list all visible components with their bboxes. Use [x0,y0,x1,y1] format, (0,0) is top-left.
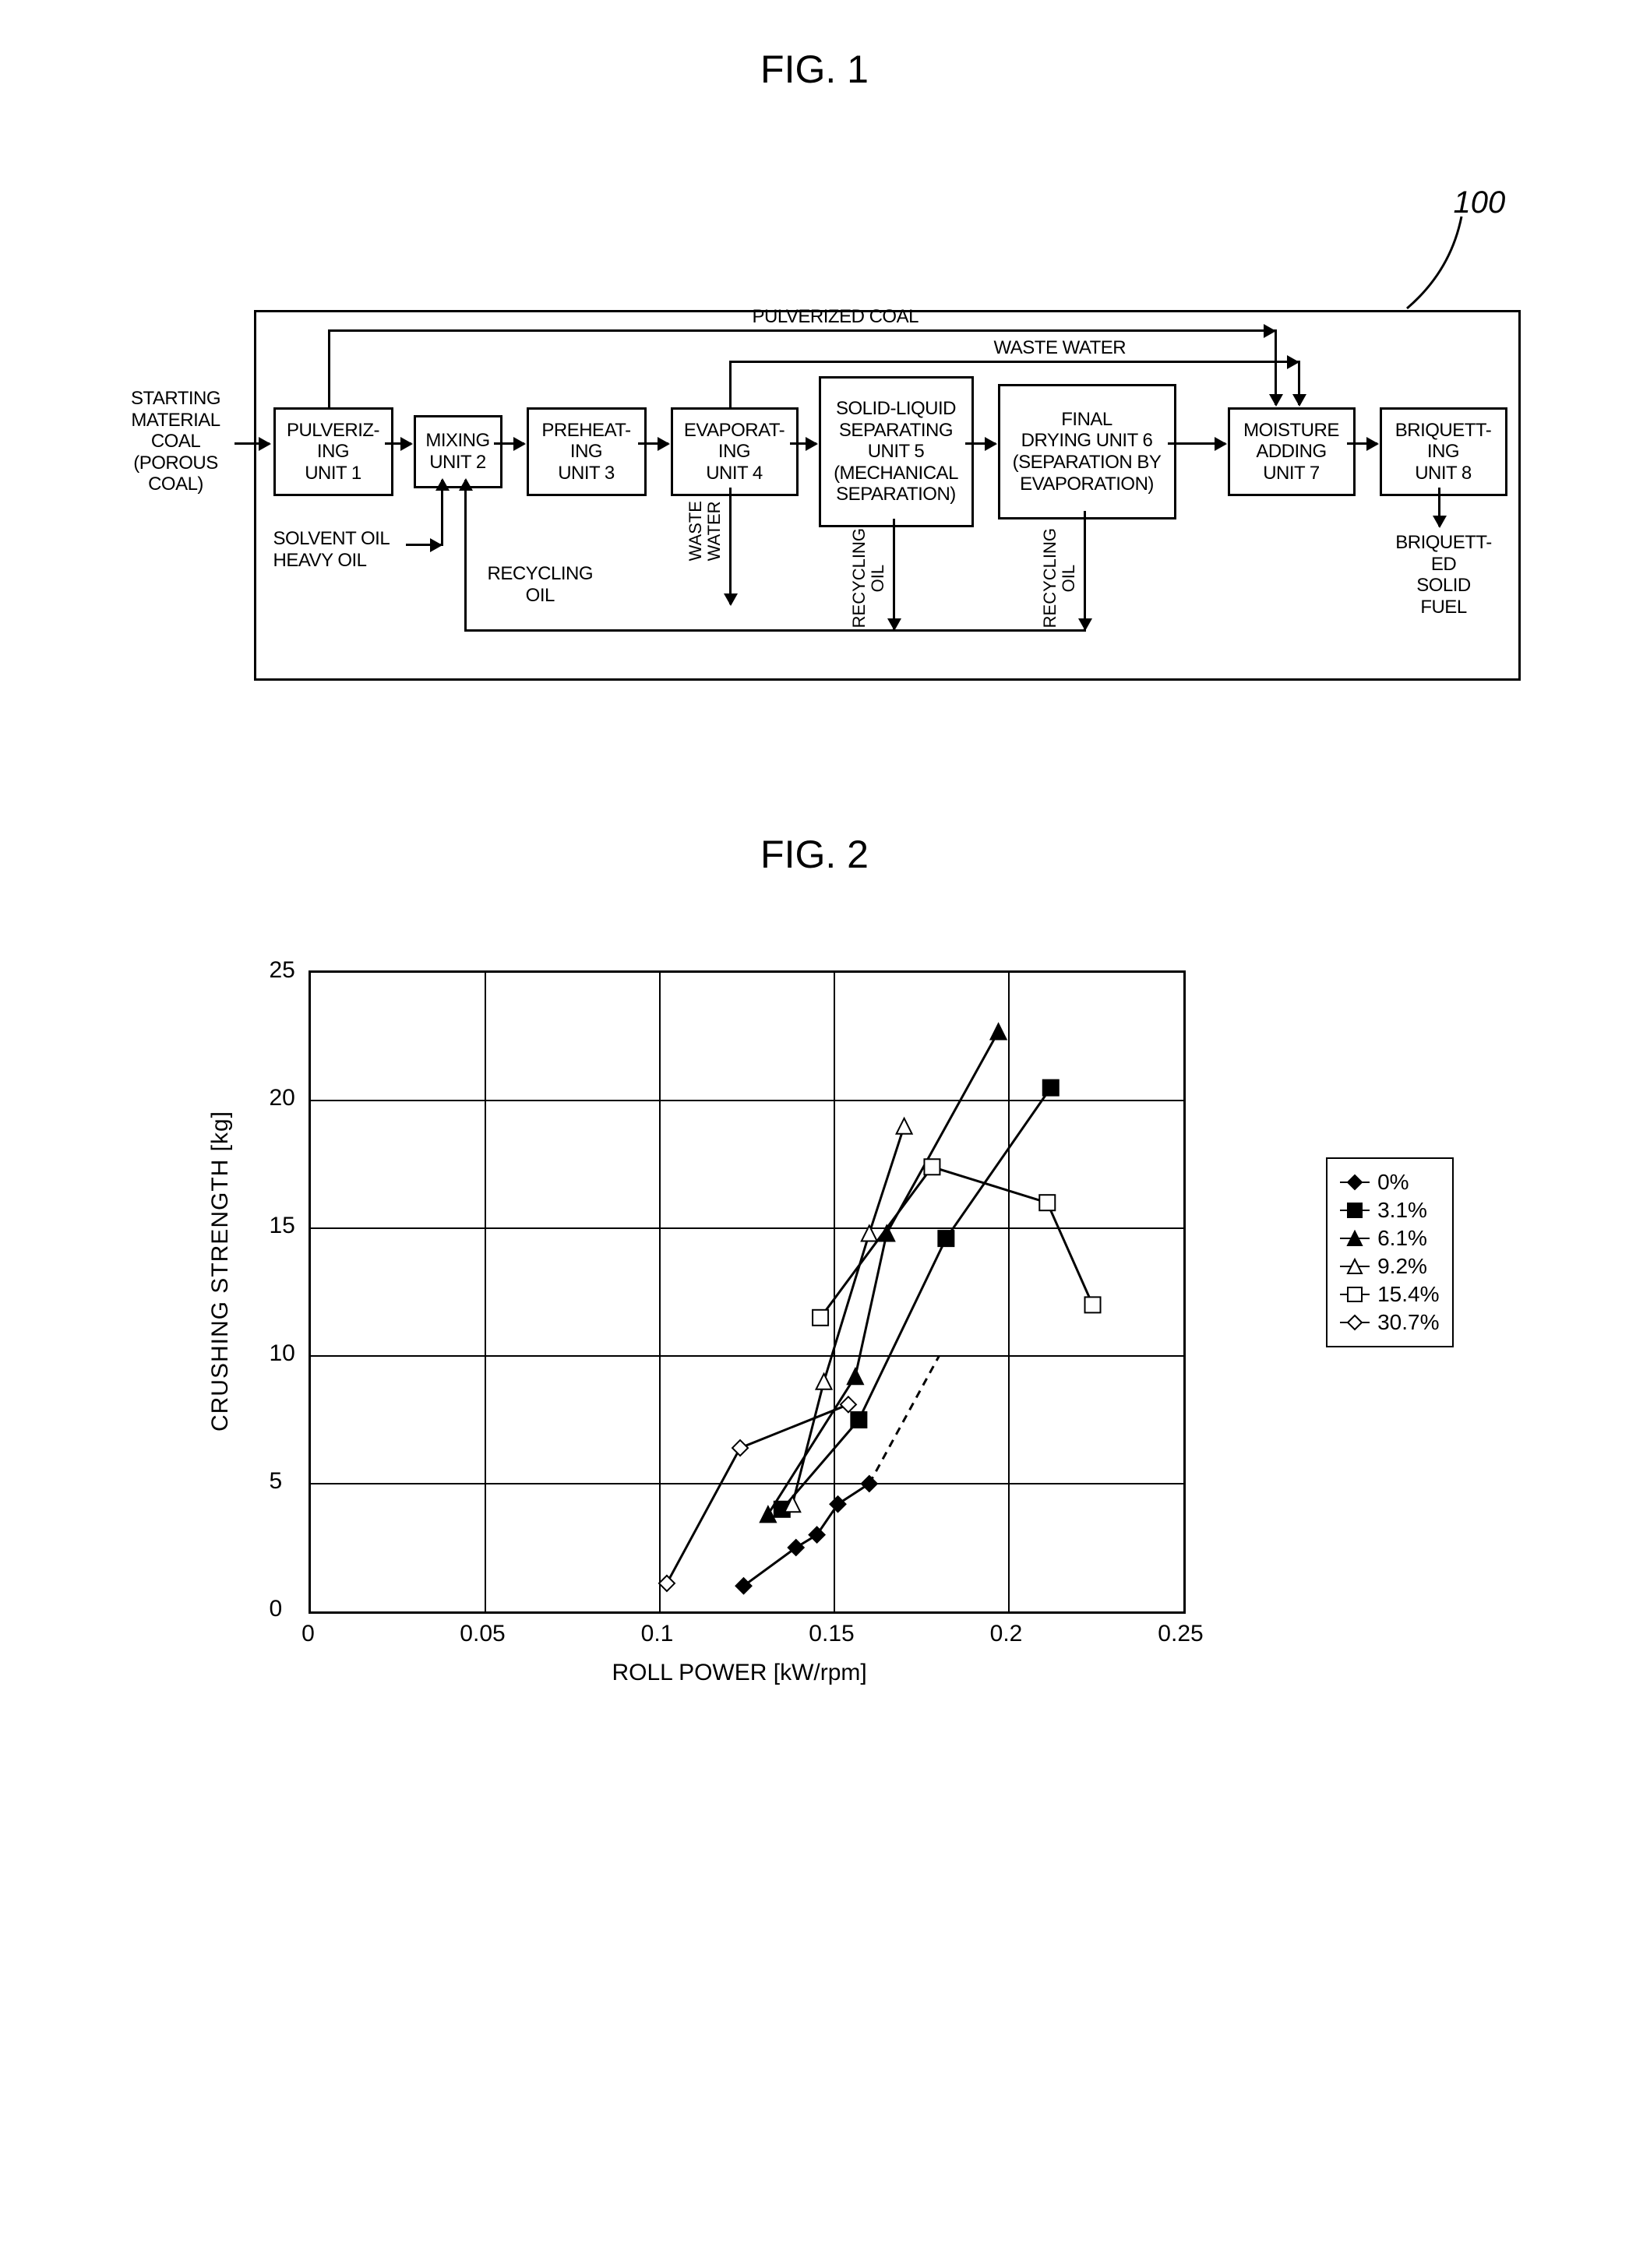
label-waste-water-v: WASTEWATER [686,501,724,561]
arrow-roil-dry-tip [1084,610,1086,629]
fig2-chart: CRUSHING STRENGTH [kg] ROLL POWER [kW/rp… [114,924,1516,1780]
legend-label: 3.1% [1377,1198,1427,1223]
fig2-ytick: 25 [270,957,636,984]
arrow-roil-mix [464,480,467,632]
legend-label: 30.7% [1377,1310,1439,1335]
fig2-legend-item: 30.7% [1340,1310,1439,1335]
box-separating: SOLID-LIQUIDSEPARATINGUNIT 5(MECHANICALS… [819,376,974,527]
fig2-title: FIG. 2 [75,832,1555,877]
fig1-ref-lead [1407,217,1477,310]
page: FIG. 1 100 STARTINGMATERIALCOAL(POROUSCO… [75,47,1555,1780]
fig2-legend-item: 3.1% [1340,1198,1439,1223]
legend-label: 15.4% [1377,1282,1439,1307]
box-pulverizing: PULVERIZ-INGUNIT 1 [273,407,393,496]
arrow-pulv-top [328,329,1275,332]
fig2-plot-area [309,970,1186,1614]
box-mixing: MIXINGUNIT 2 [414,415,502,488]
label-solvent-heavy: SOLVENT OILHEAVY OIL [273,528,410,571]
legend-marker-square-filled [1340,1199,1370,1222]
label-waste-water-top: WASTE WATER [994,337,1127,359]
legend-label: 0% [1377,1170,1409,1195]
label-recycling-oil-center: RECYCLINGOIL [488,563,594,606]
arrow-pulv-down [1275,329,1277,405]
arrow-solvent-up [441,480,443,546]
legend-marker-square-open [1340,1283,1370,1306]
legend-marker-diamond-open [1340,1311,1370,1334]
fig1-diagram: 100 STARTINGMATERIALCOAL(POROUSCOAL) PUL… [114,131,1516,770]
box-briquetting: BRIQUETT-INGUNIT 8 [1380,407,1507,496]
arrow-input [234,442,270,445]
fig2-ytick: 5 [270,1468,636,1495]
fig2-svg [311,973,1183,1611]
arrow-ww-top [729,361,1298,363]
fig2-xtick: 0.1 [641,1621,674,1647]
fig1-ref-number: 100 [1454,185,1506,220]
fig2-xtick: 0.05 [460,1621,505,1647]
arrow-ww-down2 [729,488,732,604]
fig2-legend-item: 9.2% [1340,1254,1439,1279]
fig2-ytick: 20 [270,1085,636,1111]
label-output: BRIQUETT-EDSOLIDFUEL [1387,532,1500,618]
fig2-xtick: 0.15 [809,1621,854,1647]
fig2-legend-item: 0% [1340,1170,1439,1195]
fig2-ytick: 10 [270,1340,636,1367]
fig2-legend-item: 15.4% [1340,1282,1439,1307]
arrow-output [1438,488,1440,526]
legend-label: 9.2% [1377,1254,1427,1279]
label-recycling-oil-v2: RECYCLINGOIL [1041,528,1078,628]
fig2-xtick: 0.2 [990,1621,1023,1647]
line-pulv-up [328,329,330,407]
box-preheating: PREHEAT-INGUNIT 3 [527,407,647,496]
fig2-xtick: 0.25 [1158,1621,1203,1647]
label-pulverized-coal: PULVERIZED COAL [753,306,919,328]
arrow-solvent-h [406,544,441,546]
arrow-ww-down [1298,361,1300,405]
legend-marker-triangle-open [1340,1255,1370,1278]
label-recycling-oil-v1: RECYCLINGOIL [850,528,887,628]
fig2-xlabel: ROLL POWER [kW/rpm] [612,1660,867,1686]
arrow-5-6 [965,442,996,445]
arrow-4-5 [790,442,816,445]
arrow-3-4 [638,442,668,445]
arrow-1-2 [385,442,411,445]
fig2-legend-item: 6.1% [1340,1226,1439,1251]
legend-marker-triangle-filled [1340,1227,1370,1250]
box-drying: FINALDRYING UNIT 6(SEPARATION BYEVAPORAT… [998,384,1176,519]
legend-label: 6.1% [1377,1226,1427,1251]
arrow-6-7 [1168,442,1225,445]
box-evaporating: EVAPORAT-INGUNIT 4 [671,407,799,496]
legend-marker-diamond-filled [1340,1171,1370,1194]
fig1-title: FIG. 1 [75,47,1555,92]
arrow-7-8 [1347,442,1377,445]
fig2-xtick: 0 [301,1621,315,1647]
fig2-ytick: 0 [270,1596,636,1622]
fig2-ytick: 15 [270,1213,636,1239]
fig2-legend: 0% 3.1% 6.1% 9.2% 15.4% 30.7% [1326,1157,1453,1347]
line-ww-up [729,361,732,407]
fig1-input-label: STARTINGMATERIALCOAL(POROUSCOAL) [114,388,238,495]
fig2-ylabel: CRUSHING STRENGTH [kg] [207,1111,234,1432]
box-moisture: MOISTUREADDINGUNIT 7 [1228,407,1356,496]
line-roil-bus [464,629,1084,632]
arrow-roil-sep-tip [893,610,895,629]
arrow-2-3 [494,442,524,445]
